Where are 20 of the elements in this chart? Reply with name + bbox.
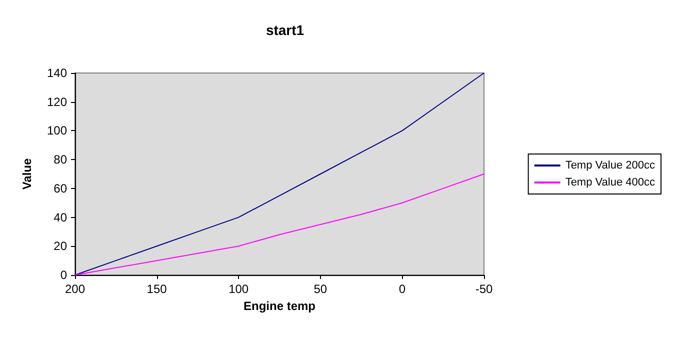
y-tick-label: 0 (60, 268, 68, 282)
line-series (74, 72, 484, 276)
y-tick-label: 20 (54, 239, 68, 254)
x-tick-label: 150 (146, 282, 168, 296)
x-tick-label: -50 (475, 282, 493, 296)
legend-label: Temp Value 400cc (565, 176, 656, 188)
x-axis-title: Engine temp (243, 298, 316, 313)
y-tick-label: 100 (46, 124, 68, 138)
y-axis-title: Value (20, 158, 34, 190)
x-tick-label: 200 (64, 282, 86, 296)
x-tick-label: 50 (314, 282, 328, 296)
x-tick-label: 0 (398, 282, 406, 296)
legend-label: Temp Value 200cc (565, 160, 656, 172)
y-tick-label: 80 (54, 152, 68, 167)
x-tick-label: 100 (228, 282, 249, 296)
chart-title: start1 (266, 22, 304, 38)
y-tick-label: 60 (54, 181, 68, 196)
y-tick-label: 40 (54, 210, 68, 224)
y-tick-label: 140 (46, 66, 68, 80)
y-tick-label: 120 (46, 94, 68, 109)
